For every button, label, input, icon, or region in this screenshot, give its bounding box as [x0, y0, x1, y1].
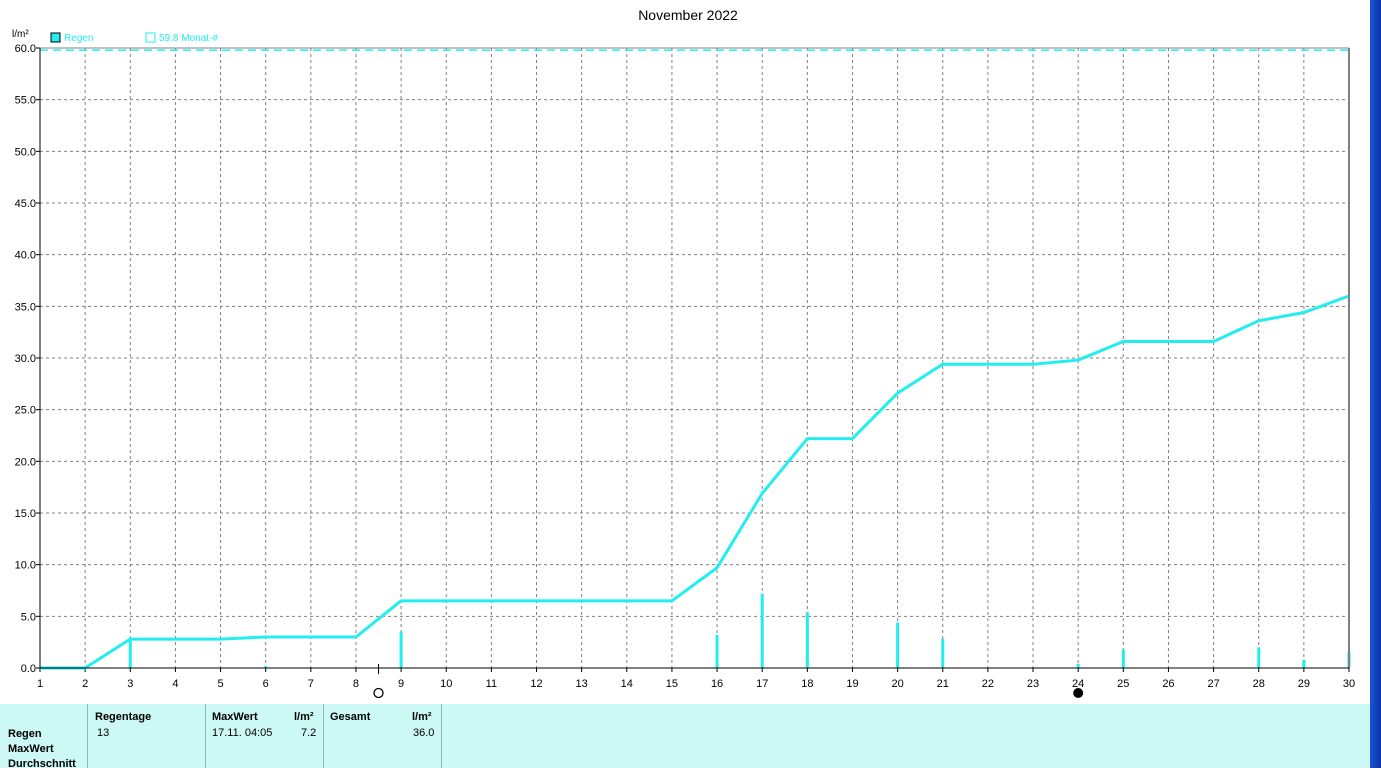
regentage-value: 13: [97, 727, 110, 739]
plot-frame: [39, 47, 1350, 669]
x-tick-label: 29: [1298, 678, 1310, 690]
y-tick-label: 25.0: [15, 405, 36, 417]
row-label-durchschnitt: Durchschnitt: [8, 758, 76, 770]
row-label-maxwert: MaxWert: [8, 743, 54, 755]
x-tick-label: 12: [530, 678, 542, 690]
cumulative-line: [40, 294, 1350, 670]
x-tick-label: 24: [1072, 678, 1084, 690]
legend-label-regen: Regen: [64, 33, 93, 44]
y-tick-label: 15.0: [15, 508, 36, 520]
x-tick-label: 11: [486, 678, 497, 690]
legend-label-monat: 59.8 Monat-#: [159, 33, 218, 44]
divider: [87, 704, 88, 768]
divider: [441, 704, 442, 768]
y-tick-label: 35.0: [15, 301, 36, 313]
x-tick-label: 15: [666, 678, 678, 690]
y-tick-label: 5.0: [21, 611, 36, 623]
x-tick-label: 26: [1162, 678, 1174, 690]
y-axis-ticks: 0.0 5.0 10.0 15.0 20.0 25.0 30.0 35.0 40.0 45.0 50…: [15, 43, 40, 675]
x-tick-label: 13: [576, 678, 588, 690]
x-tick-label: 25: [1117, 678, 1129, 690]
y-tick-label: 60.0: [15, 43, 36, 55]
x-tick-label: 14: [621, 678, 633, 690]
rain-bar: [1257, 647, 1261, 668]
row-label-regen: Regen: [8, 728, 42, 740]
x-tick-label: 1: [37, 678, 43, 690]
y-tick-label: 10.0: [15, 560, 36, 572]
rain-chart: November 2022 l/m² Regen 59.8 Monat-# 0.…: [12, 7, 1355, 699]
rain-bar: [1076, 663, 1080, 668]
x-tick-label: 5: [217, 678, 223, 690]
chart-title: November 2022: [638, 7, 738, 23]
x-tick-label: 28: [1253, 678, 1265, 690]
maxwert-time: 17.11. 04:05: [212, 727, 273, 739]
grid: [40, 48, 1349, 668]
y-axis-unit: l/m²: [12, 29, 29, 40]
x-tick-label: 30: [1343, 678, 1355, 690]
stats-footer: Regen MaxWert Durchschnitt Regentage 13 …: [0, 704, 1370, 770]
legend-swatch-monat: [145, 32, 156, 43]
y-tick-label: 30.0: [15, 353, 36, 365]
full-moon-icon: [373, 687, 384, 699]
legend-swatch-regen: [50, 32, 61, 43]
rain-bar: [128, 639, 132, 668]
x-tick-label: 4: [172, 678, 178, 690]
x-tick-label: 3: [127, 678, 133, 690]
x-tick-label: 10: [440, 678, 452, 690]
moon-markers: [373, 664, 1084, 699]
x-tick-label: 9: [398, 678, 404, 690]
divider: [323, 704, 324, 768]
x-tick-label: 22: [982, 678, 994, 690]
window-edge: [1370, 0, 1381, 768]
x-tick-label: 27: [1207, 678, 1219, 690]
rain-bar: [941, 639, 945, 668]
new-moon-icon: [1073, 688, 1084, 698]
x-tick-label: 7: [308, 678, 314, 690]
rain-bar: [805, 612, 809, 668]
x-tick-label: 19: [846, 678, 858, 690]
x-tick-label: 6: [263, 678, 269, 690]
y-tick-label: 40.0: [15, 250, 36, 262]
x-tick-label: 16: [711, 678, 723, 690]
gesamt-header: Gesamt: [330, 711, 371, 723]
rain-bar: [896, 622, 900, 668]
maxwert-header: MaxWert: [212, 711, 258, 723]
rain-bar: [760, 593, 764, 668]
x-tick-label: 2: [82, 678, 88, 690]
daily-rain-bars: [128, 593, 1351, 668]
x-tick-label: 8: [353, 678, 359, 690]
rain-bar: [1121, 649, 1125, 668]
cumulative-rain-line: [40, 294, 1350, 670]
x-tick-label: 23: [1027, 678, 1039, 690]
rain-bar: [1302, 659, 1306, 668]
y-tick-label: 0.0: [21, 663, 36, 675]
chart-legend: Regen 59.8 Monat-#: [50, 32, 218, 44]
x-tick-label: 18: [801, 678, 813, 690]
regentage-header: Regentage: [95, 711, 152, 723]
y-tick-label: 55.0: [15, 95, 36, 107]
x-tick-label: 20: [891, 678, 903, 690]
gesamt-value: 36.0: [413, 727, 435, 739]
x-axis-ticks: 1 2 3 4 5 6 7 8 9 10 11 12 13 14 15 16 17 18 19 20 21 22 23 24 2…: [37, 668, 1355, 690]
gesamt-unit: l/m²: [412, 711, 432, 723]
rain-bar: [715, 634, 719, 668]
divider: [205, 704, 206, 768]
y-tick-label: 20.0: [15, 456, 36, 468]
x-tick-label: 21: [937, 678, 949, 690]
maxwert-value: 7.2: [301, 727, 317, 739]
rain-bar: [399, 631, 403, 668]
y-tick-label: 45.0: [15, 198, 36, 210]
y-tick-label: 50.0: [15, 146, 36, 158]
rain-bar: [264, 665, 268, 668]
maxwert-unit: l/m²: [294, 711, 314, 723]
x-tick-label: 17: [756, 678, 768, 690]
